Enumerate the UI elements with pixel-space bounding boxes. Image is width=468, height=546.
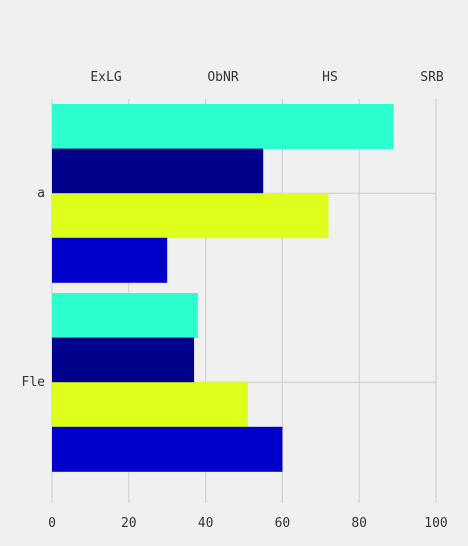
bar-fle-obnr <box>52 337 195 383</box>
x-tick-label-100: 100 <box>424 516 447 531</box>
x-tick-label-40: 40 <box>198 516 214 531</box>
bar-a-hs <box>52 193 329 239</box>
legend-label-exlg: ExLG <box>90 70 121 85</box>
legend-label-obnr: ObNR <box>207 70 238 85</box>
bars <box>52 104 394 472</box>
x-axis-tick-labels: 0 20 40 60 80 100 <box>48 516 448 531</box>
y-axis-category-labels: a Fle <box>22 186 46 390</box>
bar-a-srb <box>52 237 168 283</box>
x-tick-label-0: 0 <box>48 516 56 531</box>
x-tick-label-20: 20 <box>121 516 137 531</box>
bar-fle-hs <box>52 382 248 428</box>
category-label-fle: Fle <box>22 375 46 390</box>
legend-label-srb: SRB <box>420 70 444 85</box>
bar-a-obnr <box>52 148 264 194</box>
x-tick-label-60: 60 <box>275 516 291 531</box>
bar-fle-exlg <box>52 293 198 338</box>
legend: ExLG ObNR HS SRB <box>90 70 444 85</box>
x-tick-label-80: 80 <box>351 516 367 531</box>
bar-fle-srb <box>52 426 283 472</box>
category-label-a: a <box>37 186 45 201</box>
legend-label-hs: HS <box>322 70 338 85</box>
bar-a-exlg <box>52 104 394 149</box>
